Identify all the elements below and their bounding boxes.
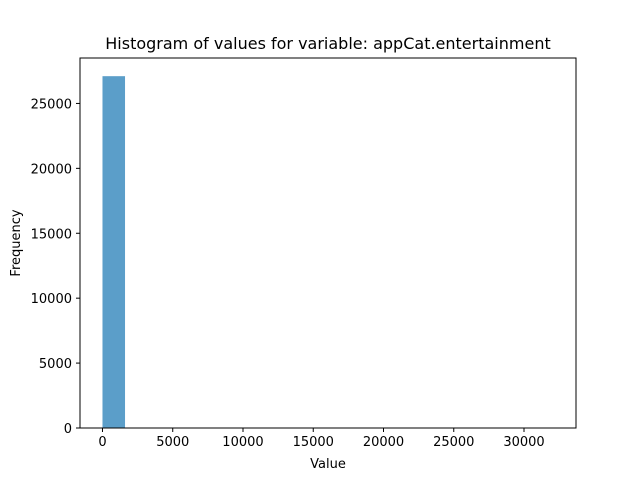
y-tick-label-1: 5000 bbox=[39, 357, 72, 372]
y-tick-label-4: 20000 bbox=[31, 162, 72, 177]
x-tick-label-4: 20000 bbox=[363, 435, 404, 450]
y-axis-label: Frequency bbox=[9, 209, 24, 276]
chart-title: Histogram of values for variable: appCat… bbox=[105, 34, 550, 53]
x-tick-label-2: 10000 bbox=[222, 435, 263, 450]
x-tick-label-1: 5000 bbox=[156, 435, 189, 450]
y-tick-label-3: 15000 bbox=[31, 227, 72, 242]
x-tick-label-6: 30000 bbox=[503, 435, 544, 450]
y-tick-label-0: 0 bbox=[64, 422, 72, 437]
x-tick-label-3: 15000 bbox=[293, 435, 334, 450]
y-tick-label-2: 10000 bbox=[31, 292, 72, 307]
y-axis-ticks: 0 5000 10000 15000 20000 25000 bbox=[31, 97, 80, 437]
histogram-bar-0 bbox=[102, 76, 126, 428]
plot-frame bbox=[79, 57, 577, 429]
x-tick-label-0: 0 bbox=[98, 435, 106, 450]
y-tick-label-5: 25000 bbox=[31, 97, 72, 112]
x-axis-label: Value bbox=[310, 457, 346, 472]
x-axis-ticks: 0 5000 10000 15000 20000 25000 30000 bbox=[98, 428, 545, 450]
x-tick-label-5: 25000 bbox=[433, 435, 474, 450]
